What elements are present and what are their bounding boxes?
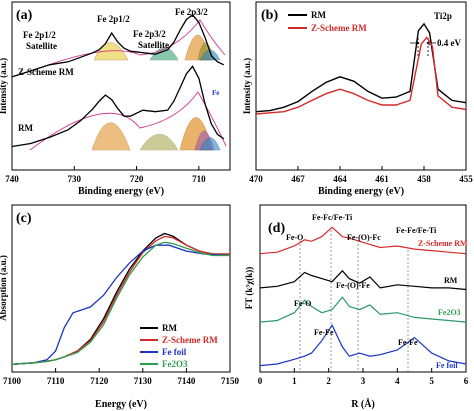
- legend-label-b-rm: RM: [311, 10, 326, 20]
- plot-a-tick-layer: 740 730 720 710: [5, 166, 206, 184]
- x-tick-label-a-2: 720: [130, 174, 144, 184]
- series-line-c-3: [11, 241, 230, 365]
- panel-a-label: (a): [16, 8, 33, 23]
- panel-c-frame: [11, 204, 231, 373]
- series-line-d-3: [259, 323, 467, 367]
- label-rm-d: RM: [444, 276, 458, 285]
- x-tick-label-c-1: 7110: [47, 376, 65, 386]
- annotation-feo-mid: Fe-O: [294, 299, 311, 308]
- annotation-feo-top: Fe-O: [286, 233, 303, 242]
- series-line-c-1: [11, 235, 230, 365]
- series-line-d-0: [259, 226, 467, 255]
- envelope-fit-a2: [29, 91, 227, 151]
- peak-fill-a5: [199, 49, 221, 61]
- series-line-a-0: [11, 14, 225, 78]
- x-tick-label-b-0: 470: [249, 174, 263, 184]
- annotation-feofc: Fe-(O)-Fc: [347, 233, 381, 242]
- plot-d-tick-layer: 0 1 2 3 4 5 6: [258, 368, 469, 386]
- x-tick-label-b-4: 458: [417, 174, 431, 184]
- legend-label-c-zscheme: Z-Scheme RM: [162, 335, 218, 345]
- panel-a-xps-fe2p: 740 730 720 710 (a) Fe 2p1/2 Fe 2p1/2 Satel…: [0, 1, 231, 197]
- ylabel-c: Absorption (a.u.): [0, 255, 8, 321]
- xlabel-d: R (Å): [351, 398, 375, 410]
- plot-b-series-layer: [255, 22, 467, 115]
- x-tick-label-b-3: 461: [375, 174, 389, 184]
- x-tick-label-c-4: 7140: [177, 376, 196, 386]
- annotation-satellite-b: Satellite: [138, 40, 169, 50]
- panel-b-xps-ti2p: 470 467 464 461 458 455 (b) RM Z-Scheme RM Ti…: [242, 1, 473, 197]
- series-line-b-0: [255, 22, 467, 113]
- plot-c-tick-layer: 7100 7110 7120 7130 7140 7150: [3, 368, 240, 386]
- x-tick-label-d-6: 6: [464, 376, 469, 386]
- label-fefoil-d: Fe foil: [436, 361, 458, 370]
- annotation-fe2p12-b: Fe 2p1/2: [23, 30, 56, 40]
- x-tick-label-b-1: 467: [291, 174, 305, 184]
- annotation-fefc-feti: Fe-Fc/Fe-Ti: [312, 213, 353, 222]
- annotation-fe2p32-a: Fe 2p3/2: [175, 7, 208, 17]
- label-rm-a: RM: [18, 123, 33, 133]
- x-tick-label-d-2: 2: [326, 376, 331, 386]
- xlabel-c: Energy (eV): [95, 399, 147, 410]
- x-tick-label-d-1: 1: [292, 376, 297, 386]
- label-zscheme-rm-d: Z-Scheme RM: [418, 239, 468, 248]
- panel-a-frame: [11, 1, 231, 171]
- x-tick-label-d-5: 5: [429, 376, 434, 386]
- ylabel-b: Intensity (a.u.): [242, 58, 252, 114]
- annotation-ti2p: Ti2p: [434, 11, 452, 21]
- x-tick-label-d-3: 3: [361, 376, 366, 386]
- x-tick-label-a-3: 710: [192, 174, 206, 184]
- series-line-c-2: [11, 244, 231, 365]
- x-tick-label-c-0: 7100: [3, 376, 22, 386]
- legend-label-c-rm: RM: [162, 323, 177, 333]
- x-tick-label-a-1: 730: [68, 174, 82, 184]
- legend-label-c-fefoil: Fe foil: [162, 347, 187, 357]
- panel-d-exafs: 0 1 2 3 4 5 6 (d) Fe-Fc/Fe-Ti Fe-O Fe-(O)-Fc F…: [244, 204, 469, 410]
- peak-fill-a6: [91, 122, 131, 151]
- series-line-d-2: [259, 296, 467, 323]
- panel-c-xanes: 7100 7110 7120 7130 7140 7150 (c) RM Z-Scheme…: [0, 204, 240, 410]
- annotation-fe2p32-b: Fe 2p3/2: [133, 29, 166, 39]
- annotation-feofe: Fe-(O)-Fe: [336, 281, 370, 290]
- plot-c-series-layer: [11, 232, 231, 365]
- x-tick-label-b-2: 464: [333, 174, 347, 184]
- label-zscheme-rm-a: Z-Scheme RM: [18, 67, 74, 77]
- legend-label-b-zscheme: Z-Scheme RM: [311, 23, 367, 33]
- label-fe2o3-d: Fe2O3: [438, 308, 461, 317]
- annotation-satellite-a: Satellite: [26, 41, 57, 51]
- x-tick-label-d-4: 4: [395, 376, 400, 386]
- series-line-d-1: [259, 269, 467, 291]
- annotation-fe2p12-a: Fe 2p1/2: [97, 14, 130, 24]
- annotation-shift: 0.4 eV: [437, 38, 461, 48]
- x-tick-label-a-0: 740: [5, 174, 19, 184]
- xlabel-b: Binding energy (eV): [318, 186, 404, 197]
- peak-fill-a10: [199, 137, 221, 151]
- xlabel-a: Binding energy (eV): [78, 186, 164, 197]
- panel-b-frame: [255, 1, 467, 171]
- panel-c-label: (c): [16, 211, 32, 226]
- panel-d-label: (d): [268, 221, 285, 236]
- plot-b-tick-layer: 470 467 464 461 458 455: [249, 166, 473, 184]
- plot-d-series-layer: [259, 226, 467, 367]
- x-tick-label-b-5: 455: [459, 174, 473, 184]
- annotation-fe-a: Fe: [212, 89, 219, 97]
- panel-b-label: (b): [261, 8, 278, 23]
- series-line-a-1: [11, 65, 225, 148]
- annotation-fefe-feti: Fe-Fe/Fe-Ti: [396, 226, 437, 235]
- annotation-fefe-b: Fe-Fe: [398, 338, 418, 347]
- plot-a-series-layer: [11, 14, 225, 148]
- annotation-fefe-a: Fe-Fe: [314, 328, 334, 337]
- x-tick-label-c-2: 7120: [90, 376, 109, 386]
- ylabel-d: FT (k³χ(k)): [244, 267, 254, 309]
- x-tick-label-c-3: 7130: [134, 376, 153, 386]
- ylabel-a: Intensity (a.u.): [0, 58, 8, 114]
- series-line-b-1: [255, 36, 467, 115]
- x-tick-label-c-5: 7150: [221, 376, 240, 386]
- legend-label-c-fe2o3: Fe2O3: [162, 359, 188, 369]
- peak-fill-a7: [139, 133, 179, 151]
- x-tick-label-d-0: 0: [258, 376, 263, 386]
